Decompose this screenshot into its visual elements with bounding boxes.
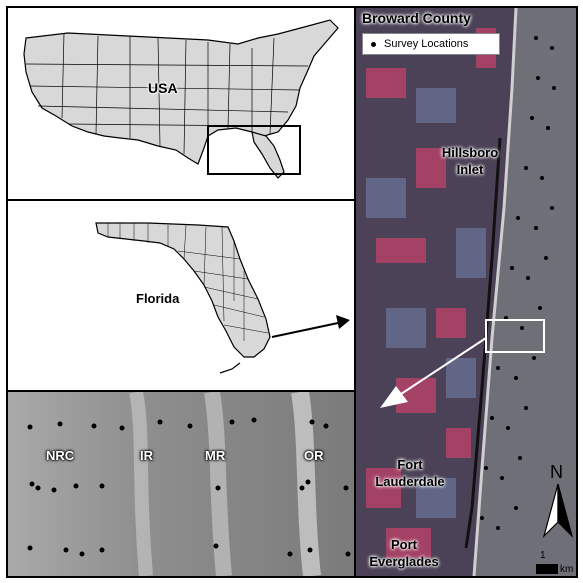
place-fort-lauderdale: Fort Lauderdale (360, 456, 460, 490)
florida-outline (95, 222, 271, 358)
bathy-label-or: OR (304, 448, 324, 463)
bathymetry-panel: NRC IR MR OR (6, 390, 356, 578)
ocean-area (474, 8, 576, 576)
bathy-label-mr: MR (205, 448, 226, 463)
coastline (472, 8, 518, 576)
usa-map-panel: USA (6, 6, 356, 201)
scale-bar-unit: km (560, 564, 574, 575)
florida-label: Florida (136, 291, 180, 306)
usa-label: USA (148, 80, 178, 96)
reef-ridge-mr (204, 392, 232, 576)
bathymetry-image (8, 392, 354, 576)
study-area-arrow-line (397, 337, 487, 397)
connector-arrow-head (336, 315, 350, 329)
north-arrow: N (540, 462, 576, 539)
survey-points-bathy (27, 417, 351, 557)
florida-map-panel: Florida (6, 199, 356, 392)
satellite-image (356, 8, 576, 576)
place-hillsboro-inlet: Hillsboro Inlet (420, 144, 520, 178)
place-port-everglades-text: Port Everglades (369, 537, 439, 569)
survey-points-satellite (480, 36, 556, 530)
inset-box-florida (207, 125, 301, 175)
place-hillsboro-inlet-text: Hillsboro Inlet (441, 145, 499, 177)
study-area-arrow-head (380, 386, 408, 408)
north-label: N (550, 462, 563, 482)
usa-map (23, 19, 339, 179)
broward-title: Broward County (362, 10, 471, 26)
place-port-everglades: Port Everglades (354, 536, 454, 570)
reef-ridge-ir (129, 392, 153, 576)
connector-arrow-line (271, 322, 339, 338)
scale-bar-block (536, 564, 558, 574)
florida-keys (219, 362, 241, 374)
legend-label: Survey Locations (384, 38, 469, 50)
urban-patches (366, 88, 486, 518)
north-arrow-icon (542, 484, 574, 539)
legend-survey-point-icon (371, 41, 376, 47)
county-boundaries (107, 223, 269, 341)
study-area-box (485, 319, 545, 353)
bathy-label-ir: IR (140, 448, 153, 463)
place-fort-lauderdale-text: Fort Lauderdale (375, 457, 445, 489)
scale-bar-value: 1 (540, 550, 546, 561)
florida-map (95, 222, 350, 374)
florida-peninsula (251, 131, 285, 179)
bathy-label-nrc: NRC (46, 448, 75, 463)
legend: Survey Locations (362, 33, 500, 55)
usa-outline (23, 19, 339, 165)
intracoastal-waterway (464, 137, 502, 549)
satellite-panel (354, 6, 578, 578)
